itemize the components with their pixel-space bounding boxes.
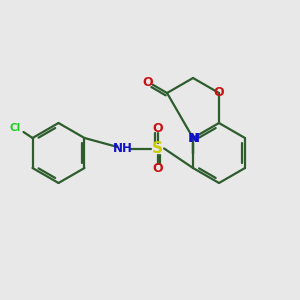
Text: Cl: Cl — [10, 123, 21, 133]
Text: O: O — [214, 86, 224, 100]
Text: O: O — [143, 76, 153, 88]
Text: N: N — [188, 132, 199, 145]
Text: S: S — [152, 141, 163, 156]
Text: O: O — [152, 122, 163, 135]
Text: O: O — [152, 162, 163, 176]
Text: N: N — [189, 132, 200, 145]
Text: NH: NH — [113, 142, 133, 155]
